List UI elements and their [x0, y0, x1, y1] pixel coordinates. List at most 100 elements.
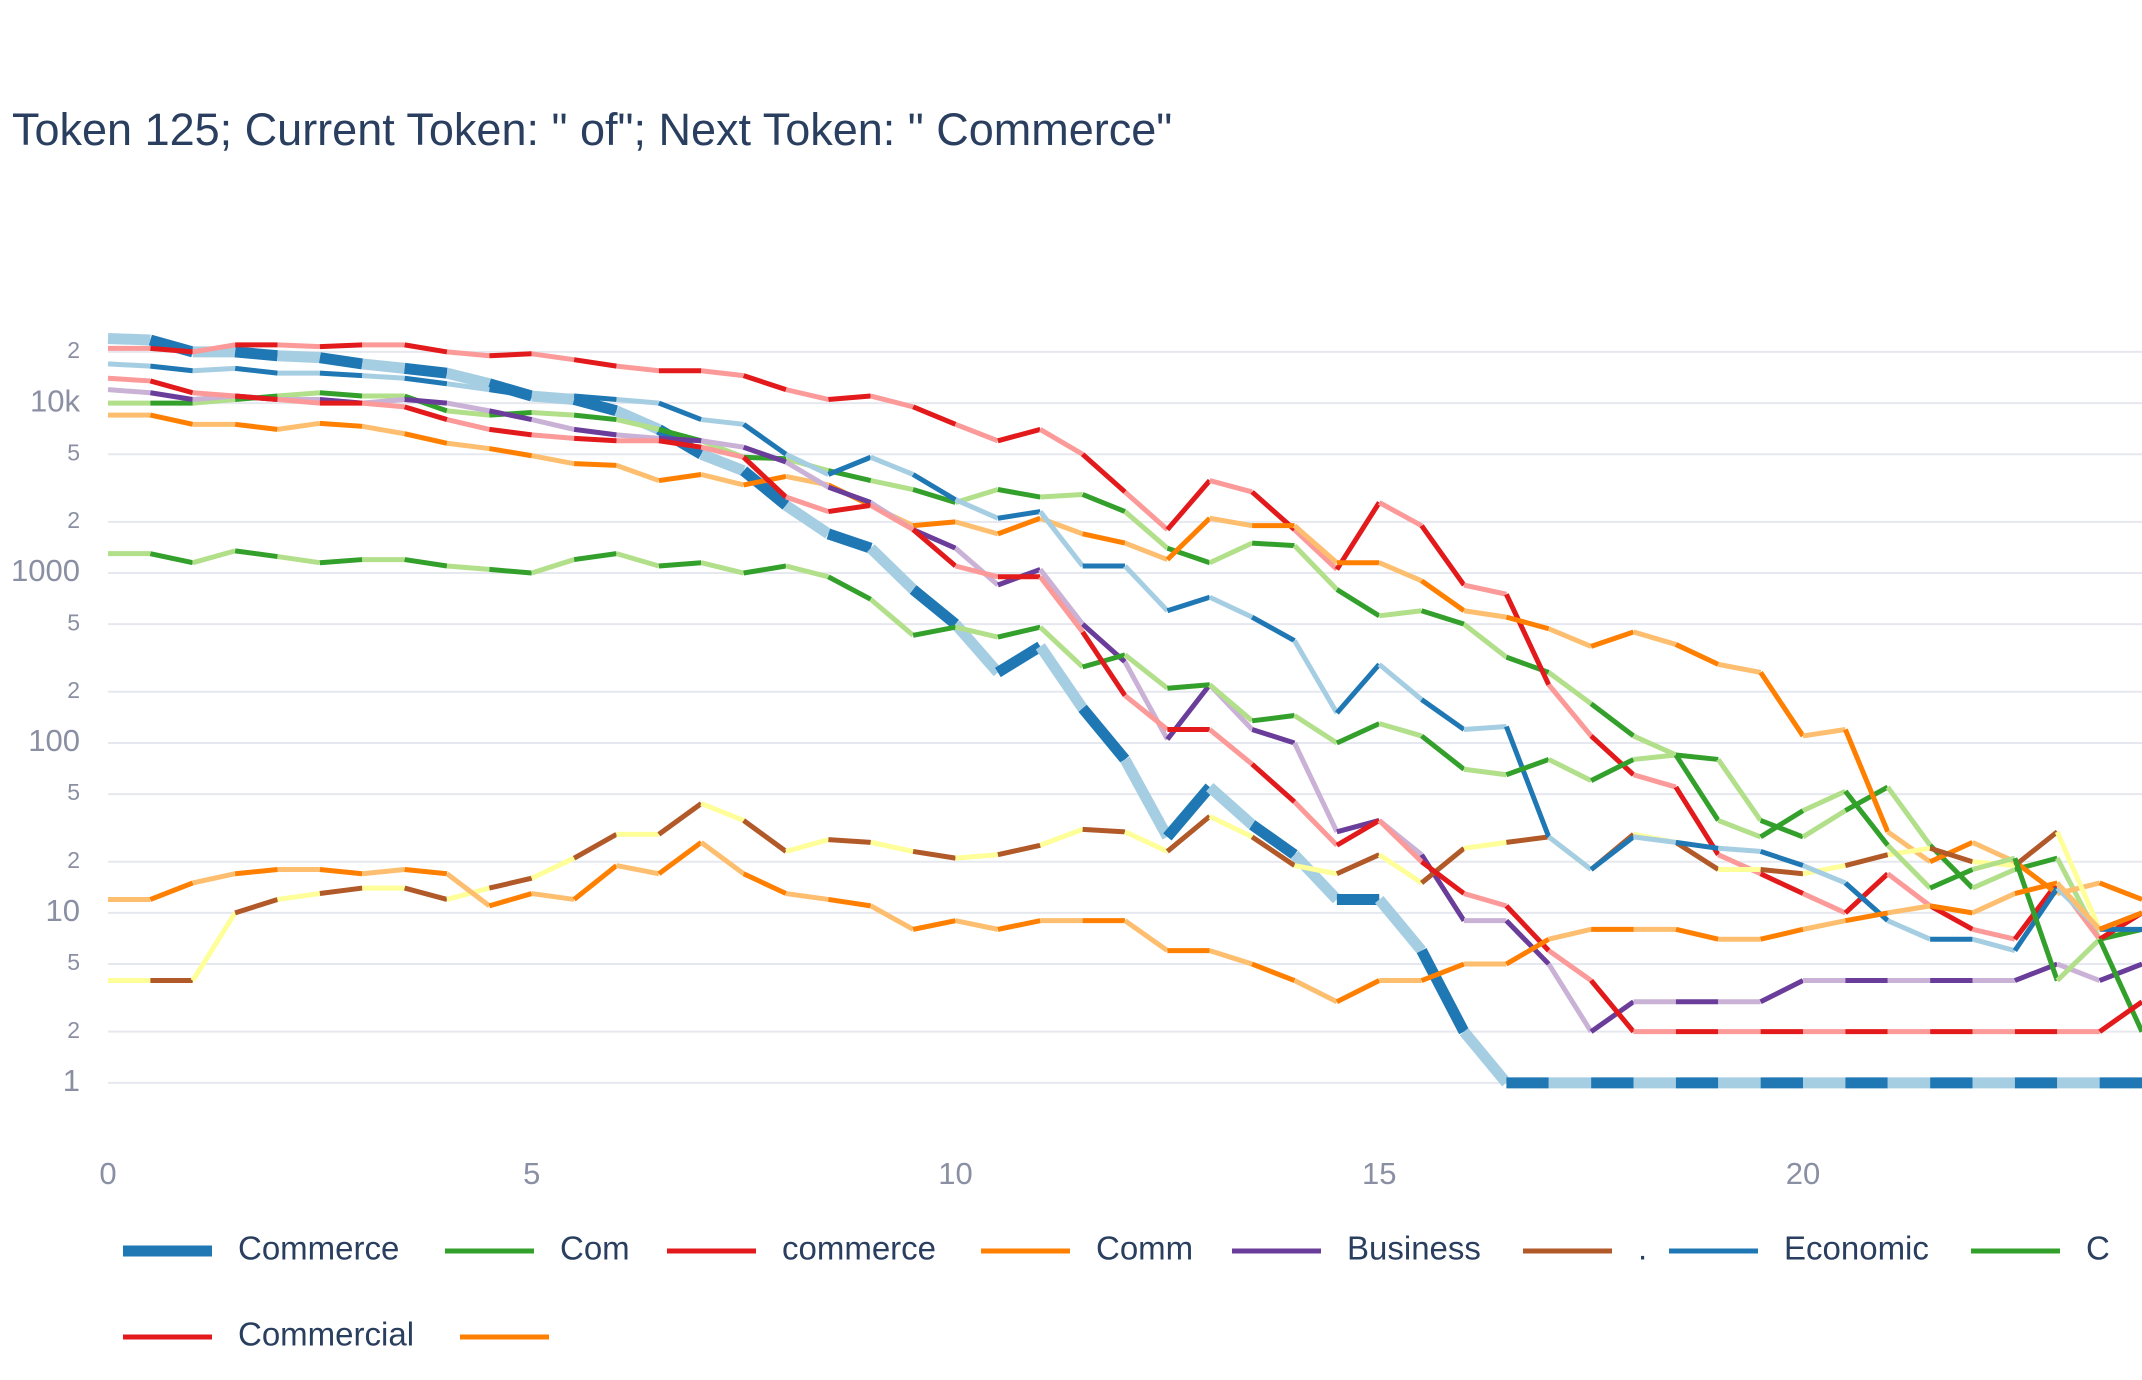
line-segment	[489, 387, 533, 399]
line-segment	[403, 885, 448, 902]
y-tick-label: 100	[28, 723, 80, 758]
line-segment	[1844, 784, 1889, 813]
line-segment	[1123, 490, 1170, 532]
line-segment	[1717, 818, 1762, 840]
line-segment	[1038, 575, 1085, 634]
legend-label: C	[2086, 1230, 2110, 1267]
line-segment	[828, 837, 871, 845]
line-segment	[912, 487, 957, 505]
line-segment	[699, 840, 746, 876]
line-segment	[530, 855, 576, 881]
line-segment	[1082, 826, 1126, 835]
line-segment	[782, 500, 832, 539]
line-segment	[784, 459, 830, 490]
line-segment	[488, 446, 533, 459]
line-segment	[1040, 491, 1083, 500]
line-segment	[362, 400, 405, 410]
line-segment	[1886, 829, 1932, 864]
line-segment	[911, 472, 957, 502]
line-segment	[741, 455, 788, 499]
line-segment	[828, 502, 872, 515]
line-segment	[954, 563, 999, 580]
line-segment	[1292, 543, 1339, 592]
line-segment	[107, 361, 151, 369]
y-tick-label: 2	[67, 1017, 80, 1043]
line-segment	[740, 466, 790, 510]
line-segment	[1167, 682, 1210, 691]
line-segment	[2098, 961, 2142, 983]
line-segment	[1759, 818, 1804, 840]
line-segment	[1123, 652, 1169, 691]
line-segment	[531, 417, 575, 432]
line-segment	[1334, 662, 1382, 715]
line-segment	[1971, 867, 2016, 891]
line-segment	[828, 896, 872, 909]
line-segment	[1547, 670, 1593, 706]
line-segment	[742, 871, 788, 896]
line-segment	[1251, 713, 1295, 724]
line-segment	[700, 801, 745, 823]
line-segment	[573, 435, 617, 444]
line-segment	[362, 867, 405, 877]
line-segment	[1760, 867, 1804, 877]
line-segment	[954, 497, 999, 521]
line-segment	[616, 432, 660, 441]
line-segment	[446, 400, 490, 414]
line-segment	[869, 503, 915, 532]
line-segment	[742, 422, 788, 457]
line-segment	[1124, 540, 1169, 562]
line-segment	[700, 417, 744, 427]
line-segment	[1971, 855, 2016, 872]
line-segment	[1208, 814, 1254, 840]
x-tick-label: 20	[1786, 1156, 1820, 1191]
line-segment	[149, 378, 194, 396]
line-segment	[150, 345, 193, 355]
line-segment	[1080, 452, 1127, 494]
line-segment	[277, 342, 320, 350]
line-segment	[1250, 614, 1296, 643]
line-segment	[234, 346, 278, 362]
line-segment	[743, 474, 787, 488]
line-segment	[1038, 567, 1085, 626]
line-segment	[531, 432, 575, 441]
line-segment	[1209, 515, 1253, 529]
line-segment	[997, 918, 1041, 932]
line-segment	[573, 412, 617, 423]
line-segment	[870, 839, 914, 854]
x-tick-label: 0	[99, 1156, 116, 1191]
line-segment	[1250, 762, 1297, 804]
line-segment	[785, 494, 830, 514]
line-segment	[827, 454, 872, 477]
line-segment	[149, 551, 194, 566]
line-segment	[150, 363, 194, 374]
line-segment	[1885, 785, 1933, 847]
line-segment	[277, 390, 321, 399]
line-segment	[192, 548, 236, 566]
line-segment	[954, 624, 999, 640]
line-segment	[1335, 978, 1381, 1004]
line-segment	[1632, 772, 1677, 790]
line-segment	[1038, 510, 1085, 568]
line-segment	[1590, 629, 1635, 649]
line-segment	[1208, 540, 1254, 565]
line-segment	[1843, 728, 1891, 833]
line-segment	[743, 563, 787, 576]
line-segment	[1123, 509, 1170, 551]
line-segment	[404, 396, 448, 406]
line-segment	[277, 350, 321, 364]
line-segment	[1802, 863, 1846, 877]
line-segment	[573, 426, 617, 438]
line-segment	[531, 351, 575, 363]
line-segment	[1420, 859, 1466, 896]
line-segment	[1802, 918, 1846, 932]
line-segment	[1335, 721, 1381, 746]
legend-label: Economic	[1784, 1230, 1929, 1267]
line-segment	[1123, 693, 1169, 732]
line-segment	[953, 546, 1000, 587]
y-tick-label: 2	[67, 337, 80, 363]
line-segment	[1504, 593, 1552, 686]
line-segment	[1419, 524, 1467, 587]
line-segment	[319, 867, 363, 877]
